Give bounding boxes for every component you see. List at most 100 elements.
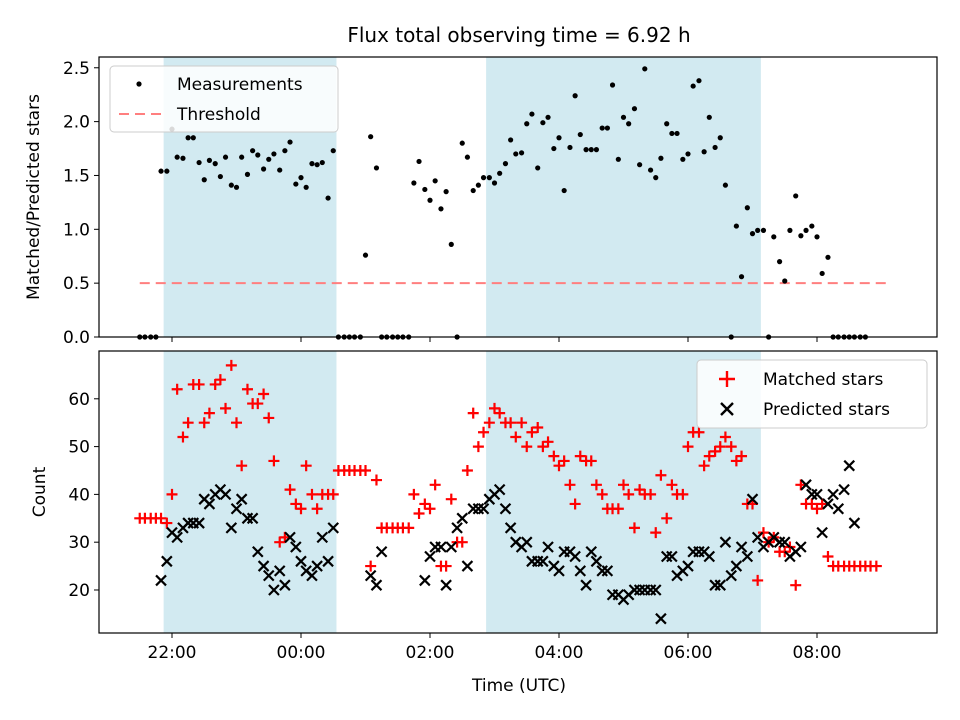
matched-star-point xyxy=(209,378,221,390)
matched-star-point xyxy=(811,503,823,515)
matched-star-point xyxy=(360,464,371,476)
matched-star-point xyxy=(489,402,500,414)
measurement-point xyxy=(282,148,288,154)
predicted-star-point xyxy=(419,574,431,587)
predicted-star-point xyxy=(203,498,216,510)
measurement-point xyxy=(604,125,610,131)
top-y-tick-label: 0.0 xyxy=(63,328,90,348)
measurement-point xyxy=(642,66,648,72)
measurement-point xyxy=(266,156,272,162)
matched-star-point xyxy=(661,512,673,524)
measurement-point xyxy=(588,147,594,153)
measurement-point xyxy=(561,187,567,194)
predicted-star-point xyxy=(843,459,856,472)
measurement-point xyxy=(362,252,369,258)
measurement-point xyxy=(185,135,191,141)
measurement-point xyxy=(535,165,541,171)
measurement-point xyxy=(819,270,825,277)
measurement-point xyxy=(787,227,793,233)
predicted-star-point xyxy=(364,569,377,582)
matched-star-point xyxy=(532,421,544,433)
measurement-point xyxy=(368,134,374,140)
predicted-star-point xyxy=(655,612,667,625)
matched-star-point xyxy=(548,450,560,462)
measurement-point xyxy=(690,83,696,89)
measurement-point xyxy=(798,233,804,239)
bottom-x-axis: 22:00 00:00 02:00 04:00 06:00 08:00 xyxy=(148,633,842,663)
predicted-star-point xyxy=(520,536,533,548)
predicted-star-point xyxy=(440,579,452,591)
matched-star-point xyxy=(757,527,769,539)
measurement-point xyxy=(771,234,777,240)
measurement-point xyxy=(626,121,632,127)
predicted-star-point xyxy=(493,483,506,496)
measurement-point xyxy=(228,182,234,188)
matched-star-point xyxy=(645,488,657,500)
matched-star-point xyxy=(419,498,431,510)
predicted-star-point xyxy=(574,565,587,577)
bottom-y-tick-label: 60 xyxy=(68,390,90,410)
measurement-point xyxy=(631,106,638,112)
measurement-point xyxy=(287,139,293,145)
bottom-y-tick-label: 30 xyxy=(68,533,90,553)
predicted-stars-series xyxy=(155,459,861,625)
legend-threshold-label: Threshold xyxy=(176,105,261,125)
predicted-star-point xyxy=(795,541,807,553)
measurement-point xyxy=(309,161,315,167)
measurement-point xyxy=(222,154,229,160)
top-panel: 0.0 0.5 1.0 1.5 2.0 2.5 Matched/Predicted sta… xyxy=(24,56,938,348)
measurement-point xyxy=(486,175,492,181)
matched-star-point xyxy=(300,460,312,472)
predicted-star-point xyxy=(848,517,861,529)
predicted-star-point xyxy=(827,488,839,501)
matched-star-point xyxy=(623,488,635,500)
measurement-point xyxy=(255,152,261,158)
predicted-star-point xyxy=(193,517,205,529)
measurement-point xyxy=(782,278,788,284)
matched-star-point xyxy=(725,441,737,453)
top-y-tick-label: 0.5 xyxy=(63,274,90,294)
matched-star-point xyxy=(161,517,173,529)
measurement-point xyxy=(196,159,202,166)
matched-star-point xyxy=(472,441,484,453)
top-y-tick-label: 1.5 xyxy=(63,166,90,186)
measurement-point xyxy=(373,165,380,171)
measurement-point xyxy=(680,156,686,162)
matched-star-point xyxy=(752,574,764,586)
measurement-point xyxy=(556,135,562,141)
predicted-star-point xyxy=(580,579,592,591)
predicted-star-point xyxy=(542,541,554,553)
measurement-point xyxy=(814,234,820,240)
matched-star-point xyxy=(526,426,538,438)
matched-star-point xyxy=(714,441,726,453)
predicted-star-point xyxy=(467,502,479,515)
bottom-x-tick-label: 02:00 xyxy=(406,643,455,663)
measurement-point xyxy=(502,161,509,167)
measurement-point xyxy=(427,197,433,203)
predicted-star-point xyxy=(778,536,791,548)
matched-star-point xyxy=(182,417,194,429)
predicted-star-point xyxy=(445,541,458,553)
measurement-point xyxy=(696,78,702,84)
measurement-point xyxy=(190,135,196,141)
measurement-point xyxy=(793,193,799,199)
predicted-star-point xyxy=(773,536,786,548)
matched-star-point xyxy=(558,455,570,467)
bottom-y-tick-label: 40 xyxy=(68,485,90,505)
predicted-star-point xyxy=(435,541,447,553)
measurement-point xyxy=(480,175,487,181)
matched-star-point xyxy=(806,498,818,510)
predicted-star-point xyxy=(456,512,469,525)
matched-star-point xyxy=(569,498,581,510)
predicted-star-point xyxy=(735,541,748,553)
measurement-point xyxy=(712,144,718,151)
matched-star-point xyxy=(677,488,689,500)
matched-star-point xyxy=(628,522,640,534)
matched-star-point xyxy=(666,479,678,491)
measurement-point xyxy=(303,184,309,190)
matched-star-point xyxy=(295,503,307,515)
predicted-star-point xyxy=(499,502,512,515)
measurement-point xyxy=(722,182,729,188)
matched-star-point xyxy=(456,536,468,548)
legend-measurements-label: Measurements xyxy=(177,75,303,95)
